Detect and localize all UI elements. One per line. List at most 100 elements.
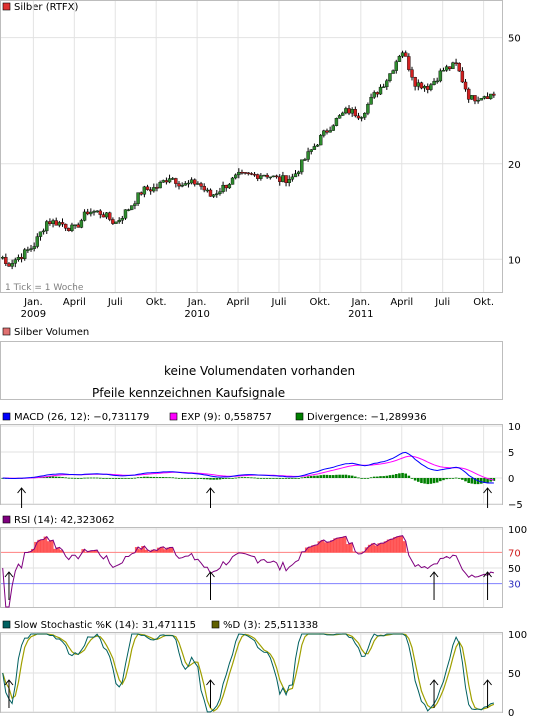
price-candle-body: [432, 81, 436, 85]
rsi-grid: [1, 528, 502, 607]
price-candle-body: [120, 218, 125, 221]
macd-divergence-bar: [300, 477, 304, 479]
price-candle-body: [284, 175, 288, 184]
macd-divergence-bar: [420, 478, 423, 484]
macd-divergence-bar: [117, 478, 121, 479]
price-candle-body: [19, 257, 24, 259]
rsi-overbought-area: [336, 537, 341, 553]
macd-divergence-bar: [407, 475, 411, 478]
macd-divergence-bar: [369, 477, 373, 479]
rsi-overbought-area: [333, 538, 337, 553]
price-candle-body: [312, 146, 317, 150]
macd-divergence-bar: [350, 475, 354, 478]
price-y-tick-label: 10: [508, 255, 521, 266]
volume-panel: Silber Volumen keine Volumendaten vorhan…: [0, 327, 503, 400]
rsi-overbought-area: [367, 544, 372, 553]
price-candle-body: [407, 56, 411, 70]
price-x-tick-label: Okt.: [310, 297, 331, 308]
macd-plot-frame: [0, 424, 503, 505]
tick-note: 1 Tick = 1 Woche: [5, 283, 84, 293]
price-candle-body: [463, 81, 468, 90]
price-candle-body: [196, 183, 200, 185]
rsi-overbought-area: [345, 544, 350, 553]
price-candle-body: [32, 246, 36, 249]
macd-divergence-bar: [152, 476, 156, 478]
macd-divergence-bar: [127, 478, 130, 479]
legend-swatch: [2, 412, 11, 421]
price-y-tick-label: 20: [508, 160, 521, 171]
price-candle-body: [363, 113, 367, 118]
price-candle-body: [249, 173, 254, 175]
price-candle-body: [183, 183, 187, 186]
macd-divergence-bar: [303, 476, 307, 478]
price-candle-body: [35, 236, 40, 247]
rsi-overbought-area: [374, 545, 378, 553]
price-candle-body: [256, 174, 260, 179]
macd-divergence-bar: [80, 478, 83, 479]
macd-divergence-bar: [212, 478, 215, 480]
macd-divergence-bar: [448, 478, 452, 479]
macd-divergence-bar: [124, 478, 127, 479]
rsi-overbought-area: [330, 540, 334, 553]
rsi-overbought-area: [53, 548, 57, 553]
price-candle-body: [438, 70, 443, 82]
price-candle-body: [45, 221, 49, 232]
macd-panel: MACD (26, 12): −0,731179 EXP (9): 0,55875…: [0, 412, 523, 511]
price-candle-body: [325, 130, 329, 133]
macd-divergence-bar: [199, 478, 203, 479]
macd-divergence-bar: [98, 477, 102, 479]
price-candle-body: [215, 193, 219, 195]
price-candle-body: [148, 189, 153, 192]
macd-divergence-bar: [388, 475, 392, 478]
price-candle-body: [155, 187, 159, 189]
macd-divergence-bar: [442, 478, 445, 481]
price-candle-body: [193, 179, 197, 185]
rsi-overbought-area: [396, 536, 400, 553]
price-candle-body: [485, 96, 490, 99]
price-candle-body: [133, 203, 137, 206]
volume-legend-swatch: [2, 327, 11, 336]
macd-divergence-bar: [275, 478, 278, 479]
rsi-overbought-area: [40, 539, 45, 553]
macd-divergence-bar: [492, 478, 496, 481]
macd-divergence-bar: [398, 473, 401, 478]
macd-divergence-bar: [64, 477, 67, 479]
macd-divergence-bar: [454, 477, 458, 479]
macd-divergence-bar: [354, 476, 357, 478]
price-candle-body: [161, 180, 165, 183]
buy-arrow-note: Pfeile kennzeichnen Kaufsignale: [92, 386, 285, 400]
macd-divergence-bar: [291, 478, 294, 479]
rsi-overbought-area: [339, 537, 344, 553]
macd-divergence-bar: [143, 476, 146, 478]
macd-divergence-bar: [67, 477, 71, 479]
macd-divergence-bar: [76, 478, 80, 479]
macd-divergence-bar: [202, 478, 206, 480]
macd-divergence-bar: [231, 478, 234, 479]
macd-divergence-bar: [316, 475, 319, 478]
macd-divergence-bar: [89, 477, 93, 479]
price-x-tick-label: Juli: [434, 297, 450, 308]
price-candle-body: [243, 172, 247, 174]
rsi-overbought-area: [46, 541, 51, 553]
price-candle-body: [262, 174, 266, 177]
price-candle-body: [186, 182, 191, 185]
macd-divergence-bar: [256, 477, 260, 479]
legend-label: RSI (14): 42,323062: [14, 515, 115, 526]
macd-divergence-bar: [322, 474, 326, 478]
macd-divergence-bar: [486, 478, 489, 483]
price-x-year-label: 2010: [184, 309, 209, 320]
price-candle-body: [237, 171, 241, 176]
macd-divergence-bar: [102, 478, 105, 479]
price-candle-body: [315, 144, 320, 147]
price-candle-body: [189, 179, 194, 184]
price-candle-body: [7, 263, 11, 267]
macd-divergence-bar: [139, 477, 143, 478]
price-candle-body: [240, 171, 244, 174]
macd-divergence-bar: [161, 477, 165, 478]
macd-divergence-bar: [294, 478, 297, 479]
macd-divergence-bar: [429, 478, 433, 484]
macd-divergence-bar: [328, 475, 332, 478]
price-x-tick-label: April: [63, 297, 86, 308]
macd-divergence-bar: [341, 474, 345, 478]
